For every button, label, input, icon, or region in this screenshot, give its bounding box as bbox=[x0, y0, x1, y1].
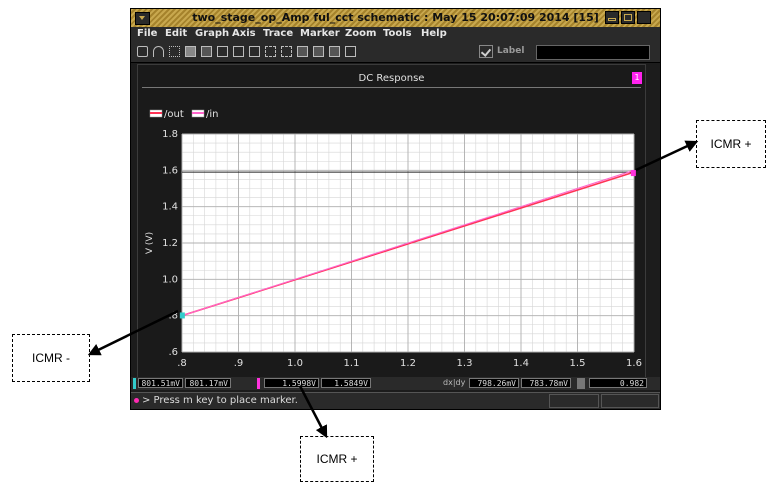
message-panel-2 bbox=[549, 394, 599, 408]
window-menu-icon[interactable] bbox=[135, 12, 150, 25]
menu-help[interactable]: Help bbox=[421, 28, 447, 39]
message-bar: > Press m key to place marker. bbox=[131, 392, 660, 409]
x-tick-label: 1.1 bbox=[344, 358, 360, 369]
menu-edit[interactable]: Edit bbox=[165, 28, 188, 39]
marker1-x: 801.51mV bbox=[138, 378, 183, 388]
marker1-indicator bbox=[133, 378, 136, 389]
y-tick-label: 1.0 bbox=[162, 274, 178, 285]
marker-2 bbox=[630, 170, 636, 177]
menu-axis[interactable]: Axis bbox=[232, 28, 256, 39]
grid-icon[interactable] bbox=[169, 46, 180, 57]
x-tick-label: .9 bbox=[234, 358, 244, 369]
title-bar[interactable]: two_stage_op_Amp ful_cct schematic : May… bbox=[131, 9, 660, 27]
message-panel-3 bbox=[601, 394, 659, 408]
y-tick-label: .6 bbox=[168, 347, 178, 358]
y-tick-label: 1.4 bbox=[162, 202, 178, 213]
delta-y: 783.78mV bbox=[521, 378, 571, 388]
marker1-y: 801.17mV bbox=[185, 378, 231, 388]
label-input[interactable] bbox=[536, 45, 650, 60]
graph-area[interactable]: DC Response 1 .8 .9 1.0 1.1 1.2 1.3 1.4 1.5 1.6.… bbox=[137, 64, 646, 378]
message-text: > Press m key to place marker. bbox=[142, 395, 298, 406]
fit-icon[interactable] bbox=[249, 46, 260, 57]
y-tick-label: 1.2 bbox=[162, 238, 178, 249]
mouse-icon bbox=[134, 398, 139, 403]
maximize-icon[interactable] bbox=[621, 11, 635, 24]
x-tick-label: 1.2 bbox=[400, 358, 416, 369]
zoom-x-icon[interactable] bbox=[265, 46, 276, 57]
save-icon[interactable] bbox=[345, 46, 356, 57]
legend-color-out bbox=[150, 112, 162, 114]
marker-readout-bar: 801.51mV 801.17mV 1.5998V 1.5849V dx|dy … bbox=[131, 377, 660, 390]
zoom-icon[interactable] bbox=[233, 46, 244, 57]
waveform-window: two_stage_op_Amp ful_cct schematic : May… bbox=[130, 8, 661, 410]
marker2-y: 1.5849V bbox=[321, 378, 371, 388]
marker-icon[interactable] bbox=[297, 46, 308, 57]
y-tick-label: .8 bbox=[168, 311, 178, 322]
x-tick-label: 1.4 bbox=[513, 358, 529, 369]
print-icon[interactable] bbox=[137, 46, 148, 57]
x-tick-label: 1.6 bbox=[626, 358, 642, 369]
legend-color-in bbox=[192, 112, 204, 114]
y-tick-label: 1.6 bbox=[162, 165, 178, 176]
x-tick-label: .8 bbox=[177, 358, 187, 369]
zoom-y-icon[interactable] bbox=[281, 46, 292, 57]
subwindow-icon[interactable] bbox=[201, 46, 212, 57]
delta-label: dx|dy bbox=[443, 378, 466, 387]
delta-x: 798.26mV bbox=[469, 378, 519, 388]
marker2-x: 1.5998V bbox=[264, 378, 319, 388]
legend-label-out: /out bbox=[164, 109, 184, 120]
callout-icmr-minus: ICMR - bbox=[12, 334, 90, 382]
subwindow-tag[interactable]: 1 bbox=[632, 72, 642, 84]
series-line-in bbox=[181, 169, 635, 317]
slope-value: 0.982 bbox=[589, 378, 647, 388]
plot-title: DC Response bbox=[358, 73, 425, 84]
callout-icmr-plus-right: ICMR + bbox=[696, 120, 766, 168]
menu-graph[interactable]: Graph bbox=[195, 28, 230, 39]
dc-response-chart[interactable]: .8.9 1.0 1.1 1.2 1.3 1.4 1.5 1.6.6.81.01.21.41.… bbox=[138, 65, 645, 377]
delta-marker-icon[interactable] bbox=[313, 46, 324, 57]
undo-icon[interactable] bbox=[153, 46, 164, 57]
callout-icmr-plus-bottom: ICMR + bbox=[300, 436, 374, 482]
close-icon[interactable] bbox=[637, 11, 651, 24]
minimize-icon[interactable] bbox=[605, 11, 619, 24]
title-divider bbox=[142, 87, 641, 88]
menu-trace[interactable]: Trace bbox=[263, 28, 294, 39]
y-axis-label: V (V) bbox=[145, 232, 155, 254]
menu-bar: File Edit Graph Axis Trace Marker Zoom T… bbox=[131, 27, 660, 42]
split-icon[interactable] bbox=[217, 46, 228, 57]
marker-1 bbox=[179, 312, 185, 319]
calculator-icon[interactable] bbox=[329, 46, 340, 57]
toolbar: Label bbox=[131, 42, 660, 63]
menu-marker[interactable]: Marker bbox=[300, 28, 340, 39]
x-tick-label: 1.5 bbox=[570, 358, 586, 369]
strip-icon[interactable] bbox=[185, 46, 196, 57]
label-checkbox[interactable] bbox=[479, 45, 493, 58]
menu-file[interactable]: File bbox=[137, 28, 158, 39]
y-tick-label: 1.8 bbox=[162, 129, 178, 140]
window-title: two_stage_op_Amp ful_cct schematic : May… bbox=[192, 11, 599, 24]
x-tick-label: 1.3 bbox=[457, 358, 473, 369]
menu-zoom[interactable]: Zoom bbox=[345, 28, 377, 39]
legend-label-in: /in bbox=[206, 109, 219, 120]
x-tick-label: 1.0 bbox=[287, 358, 303, 369]
slope-indicator bbox=[577, 378, 585, 389]
marker2-indicator bbox=[257, 378, 260, 389]
menu-tools[interactable]: Tools bbox=[383, 28, 412, 39]
label-toggle-text: Label bbox=[497, 46, 525, 56]
